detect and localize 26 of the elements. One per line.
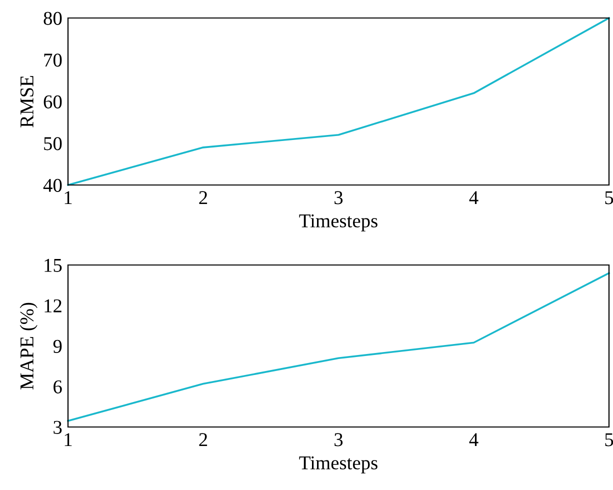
y-tick-label: 70 <box>44 54 62 67</box>
y-tick-label: 9 <box>53 340 62 353</box>
y-tick-label: 6 <box>54 380 62 394</box>
x-tick-label: 5 <box>605 433 613 446</box>
y-axis-title: RMSE <box>20 76 34 128</box>
y-tick-label: 3 <box>54 420 62 434</box>
x-tick-label: 2 <box>199 433 208 446</box>
x-tick-label: 5 <box>605 191 613 204</box>
y-tick-label: 80 <box>44 12 62 25</box>
x-tick-label: 3 <box>334 191 343 204</box>
x-tick-label: 4 <box>469 191 478 204</box>
x-tick-label: 2 <box>199 191 208 204</box>
y-tick-label: 40 <box>43 178 62 192</box>
line-series <box>67 272 610 422</box>
line-series <box>67 17 610 186</box>
x-tick-label: 4 <box>469 433 478 446</box>
x-axis-title: Timesteps <box>299 456 378 474</box>
x-axis-title: Timesteps <box>299 214 378 232</box>
y-tick-label: 12 <box>44 299 62 312</box>
y-tick-label: 50 <box>44 137 62 150</box>
x-tick-label: 1 <box>64 433 72 446</box>
y-tick-label: 15 <box>44 258 62 272</box>
x-tick-label: 3 <box>334 433 343 446</box>
y-tick-label: 60 <box>44 95 62 108</box>
y-axis-title: MAPE (%) <box>20 302 38 390</box>
x-tick-label: 1 <box>64 191 72 204</box>
